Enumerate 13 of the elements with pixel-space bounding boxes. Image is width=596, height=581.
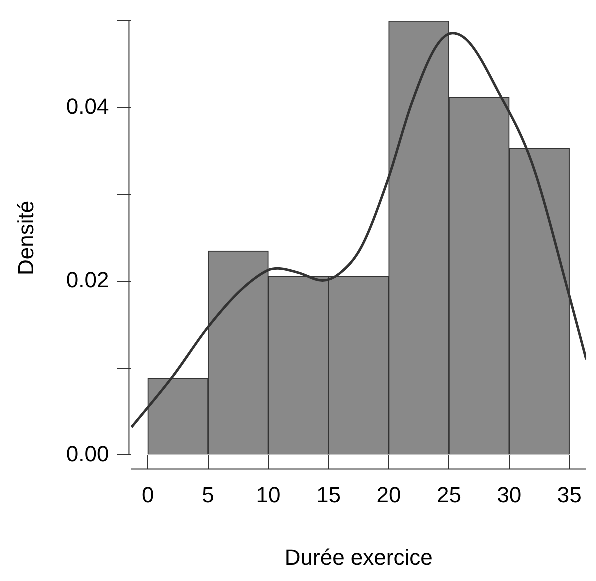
y-tick-label: 0.00 (66, 441, 110, 466)
x-axis-title: Durée exercice (284, 544, 433, 570)
x-tick-label: 30 (497, 482, 522, 508)
x-tick-label: 25 (436, 482, 462, 508)
x-tick-label: 20 (376, 482, 402, 508)
x-tick-label: 15 (316, 482, 341, 508)
x-tick-label: 35 (557, 482, 582, 508)
y-tick-label: 0.02 (66, 268, 110, 293)
x-tick-label: 5 (202, 482, 214, 508)
y-tick-label: 0.04 (66, 94, 110, 120)
x-tick-label: 10 (256, 482, 281, 508)
y-axis-title: Densité (13, 200, 38, 276)
x-tick-label: 0 (142, 482, 154, 508)
